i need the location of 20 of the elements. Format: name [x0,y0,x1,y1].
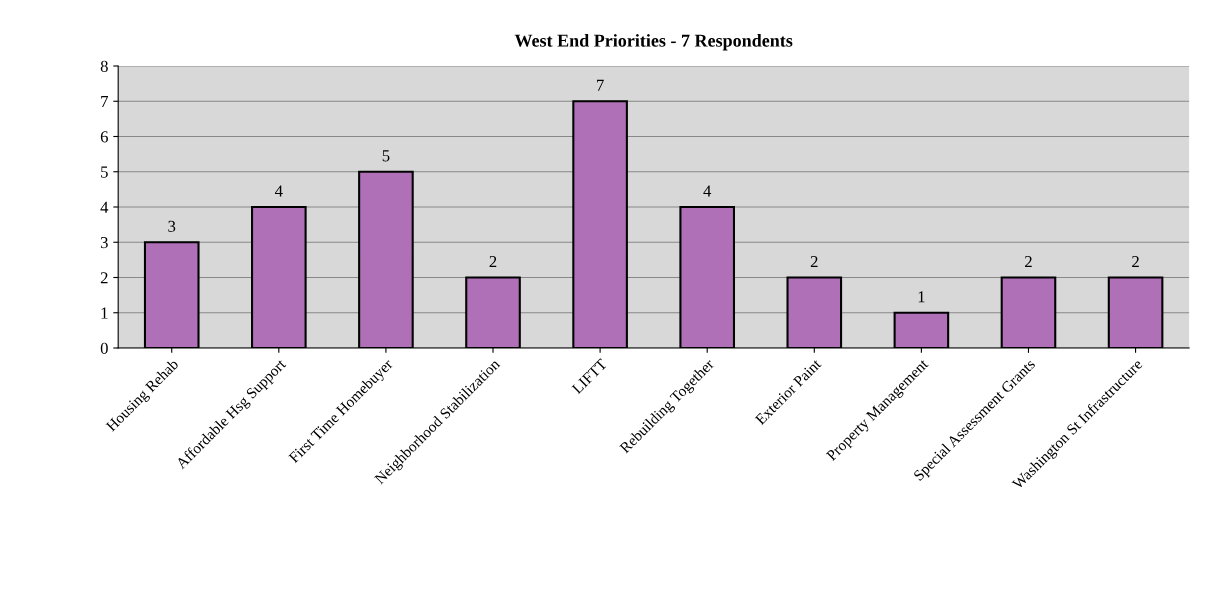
data-label: 2 [1025,255,1032,268]
y-tick-label: 8 [100,60,108,72]
y-tick-label: 2 [100,272,108,284]
data-label: 5 [382,150,390,162]
data-label: 2 [810,255,818,268]
data-label: 3 [168,220,176,232]
data-label: 1 [918,291,925,303]
y-tick-label: 5 [101,166,108,178]
data-label: 2 [489,255,497,268]
y-tick-label: 4 [100,201,109,213]
data-label: 4 [274,185,283,197]
y-tick-label: 0 [100,342,108,354]
y-tick-label: 1 [101,307,108,319]
data-label: 2 [1132,255,1139,268]
y-tick-label: 3 [100,237,108,249]
y-tick-label: 6 [100,131,108,143]
chart-title: West End Priorities - 7 Respondents [514,34,793,51]
data-label: 4 [703,185,712,197]
y-tick-label: 7 [101,96,108,108]
data-label: 7 [597,79,604,91]
